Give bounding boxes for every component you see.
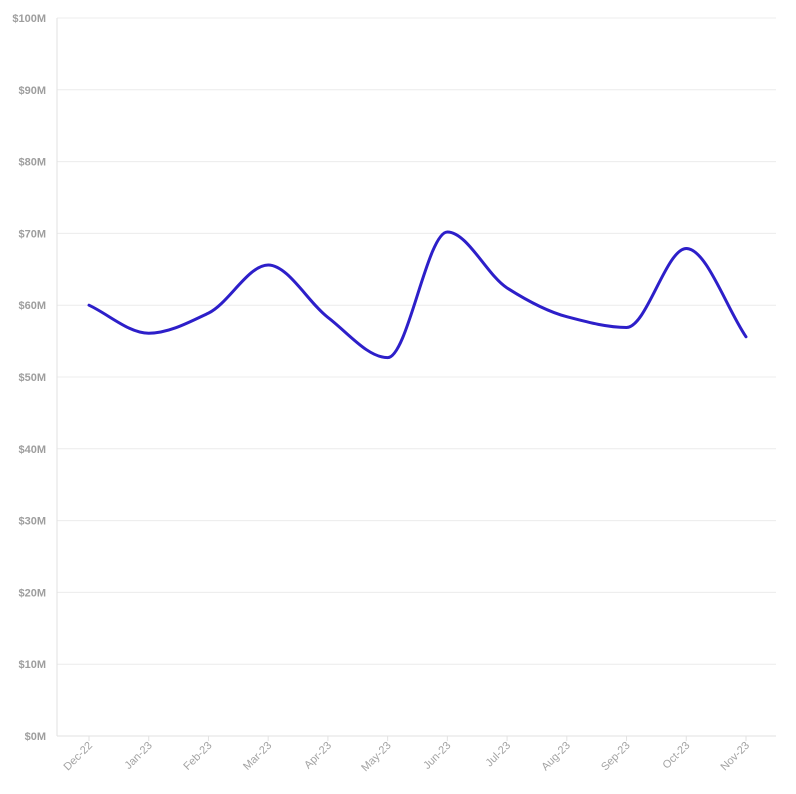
y-tick-label: $60M — [18, 300, 46, 312]
y-tick-label: $10M — [18, 659, 46, 671]
series-group — [87, 230, 748, 360]
x-tick-label: Aug-23 — [539, 740, 573, 774]
x-tick-label: Jul-23 — [484, 740, 514, 770]
x-tick-label: Dec-22 — [62, 740, 96, 774]
y-tick-label: $80M — [18, 157, 46, 169]
y-tick-label: $30M — [18, 516, 46, 528]
x-tick-label: Jan-23 — [123, 740, 155, 772]
x-tick-label: Jun-23 — [421, 740, 453, 772]
y-tick-label: $90M — [18, 85, 46, 97]
x-tick-label: Feb-23 — [181, 740, 214, 773]
y-tick-label: $70M — [18, 228, 46, 240]
y-tick-label: $0M — [25, 731, 46, 743]
x-axis-tick-labels: Dec-22 Jan-23 Feb-23 Mar-23 Apr-23 May-23 Jun-… — [62, 736, 753, 774]
x-tick-label: Mar-23 — [241, 740, 274, 773]
y-tick-label: $100M — [12, 13, 46, 25]
x-tick-label: Apr-23 — [302, 740, 334, 772]
x-tick-label: Sep-23 — [599, 740, 633, 774]
y-axis-tick-labels: $0M $10M $20M $30M $40M $50M $60M $70M $80M $90M $… — [12, 13, 46, 743]
x-tick-label: Nov-23 — [719, 740, 753, 774]
x-tick-label: May-23 — [359, 740, 393, 774]
y-tick-label: $50M — [18, 372, 46, 384]
y-tick-label: $20M — [18, 587, 46, 599]
x-tick-label: Oct-23 — [661, 740, 693, 772]
y-tick-label: $40M — [18, 444, 46, 456]
y-gridlines — [56, 17, 776, 737]
series-line — [87, 230, 748, 360]
